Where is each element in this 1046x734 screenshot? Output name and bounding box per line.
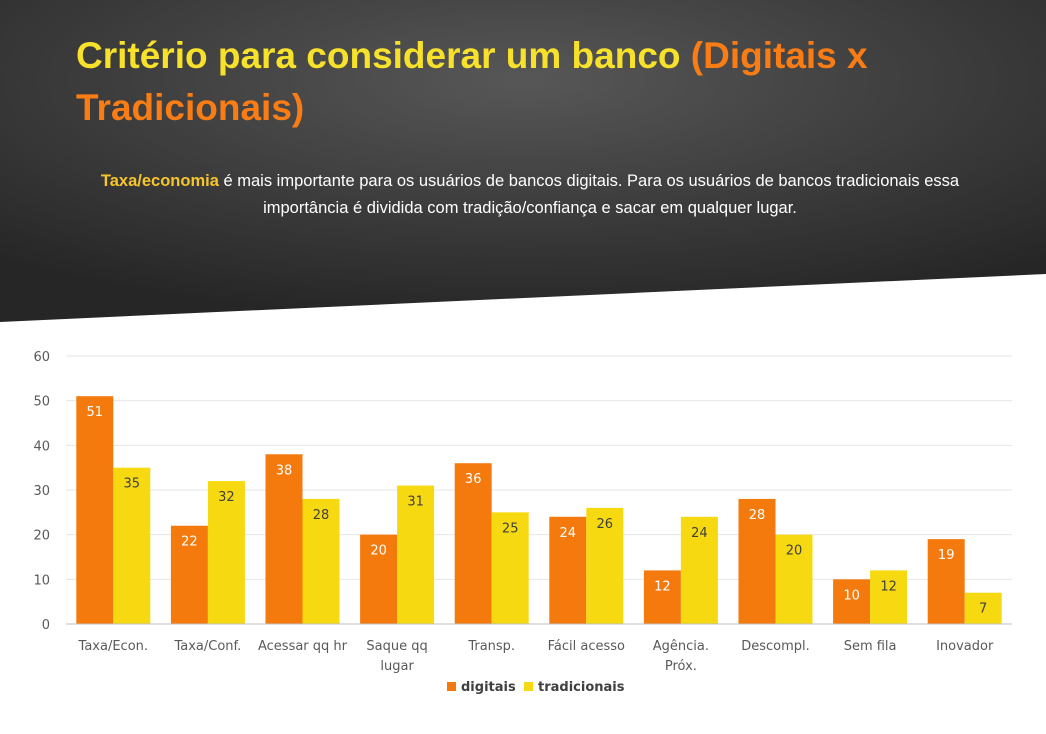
x-category-label: Saque qq [366,639,427,654]
x-axis-labels: Taxa/Econ. Taxa/Conf. Acessar qq hr Saque q… [78,639,994,674]
data-label: 20 [786,544,803,559]
bar-tradicionais [397,485,435,624]
data-label: 19 [938,548,955,563]
bar-digitais [265,454,303,624]
x-category-label: Taxa/Econ. [78,639,148,654]
bar-tradicionais [491,512,529,624]
bars: 51 35 22 32 38 28 20 31 36 25 24 26 12 24 28 20 10 12 19 7 [76,396,1002,624]
data-label: 31 [407,495,424,510]
y-tick-label: 30 [33,484,50,499]
bar-digitais [738,498,776,624]
bar-tradicionais [964,592,1002,624]
bar-digitais [454,463,492,624]
bar-tradicionais [207,481,245,624]
data-label: 51 [87,405,104,420]
bar-tradicionais [775,534,813,624]
bar-tradicionais [113,467,151,624]
x-category-label: Inovador [936,639,994,654]
bar-digitais [170,525,208,624]
legend-label-tradicionais: tradicionais [538,680,625,695]
bar-digitais [643,570,681,624]
data-label: 20 [370,544,387,559]
data-label: 35 [124,477,141,492]
bar-tradicionais [302,498,340,624]
data-label: 28 [749,508,766,523]
y-tick-label: 40 [33,439,50,454]
legend: digitais tradicionais [447,680,625,695]
x-category-label: Transp. [467,639,515,654]
legend-swatch-digitais [447,682,456,691]
y-tick-label: 10 [33,573,50,588]
y-tick-label: 60 [33,350,50,365]
data-label: 12 [654,579,671,594]
data-label: 12 [880,579,897,594]
slide-title: Critério para considerar um banco (Digit… [76,30,1016,134]
bar-digitais [833,579,871,624]
x-category-label: Descompl. [741,639,810,654]
data-label: 26 [597,517,614,532]
data-label: 38 [276,463,293,478]
subtitle-text: é mais importante para os usuários de ba… [223,172,960,217]
y-axis-ticks: 0 10 20 30 40 50 60 [33,350,50,633]
bar-digitais [927,539,965,624]
data-label: 10 [843,588,860,603]
x-category-label: Fácil acesso [548,639,625,654]
data-label: 24 [560,526,577,541]
data-label: 22 [181,535,198,550]
bar-tradicionais [870,570,908,624]
y-tick-label: 20 [33,529,50,544]
bar-tradicionais [586,507,624,624]
data-label: 36 [465,472,482,487]
header-background [0,0,1046,322]
x-category-label: Sem fila [844,639,897,654]
data-label: 24 [691,526,708,541]
bar-digitais [360,534,398,624]
bar-chart: 0 10 20 30 40 50 60 51 35 22 32 38 28 20 31 36 25 24 26 12… [33,350,1012,695]
x-category-label: Taxa/Conf. [173,639,241,654]
data-label: 7 [979,602,987,617]
legend-label-digitais: digitais [461,680,516,695]
subtitle-highlight: Taxa/economia [100,172,219,190]
data-label: 32 [218,490,235,505]
x-category-label: Agência. [653,639,709,654]
x-category-label: Próx. [665,659,697,674]
y-tick-label: 50 [33,395,50,410]
slide-title-accent: (Digitais x Tradicionais) [76,35,868,128]
y-tick-label: 0 [42,618,50,633]
slide-subtitle: Taxa/economia é mais importante para os … [100,168,960,222]
bar-tradicionais [680,516,718,624]
x-category-label: lugar [380,659,414,674]
data-label: 28 [313,508,330,523]
slide-title-main: Critério para considerar um banco [76,35,681,76]
x-category-label: Acessar qq hr [258,639,348,654]
bar-digitais [549,516,587,624]
legend-swatch-tradicionais [524,682,533,691]
bar-digitais [76,396,114,624]
data-label: 25 [502,521,519,536]
